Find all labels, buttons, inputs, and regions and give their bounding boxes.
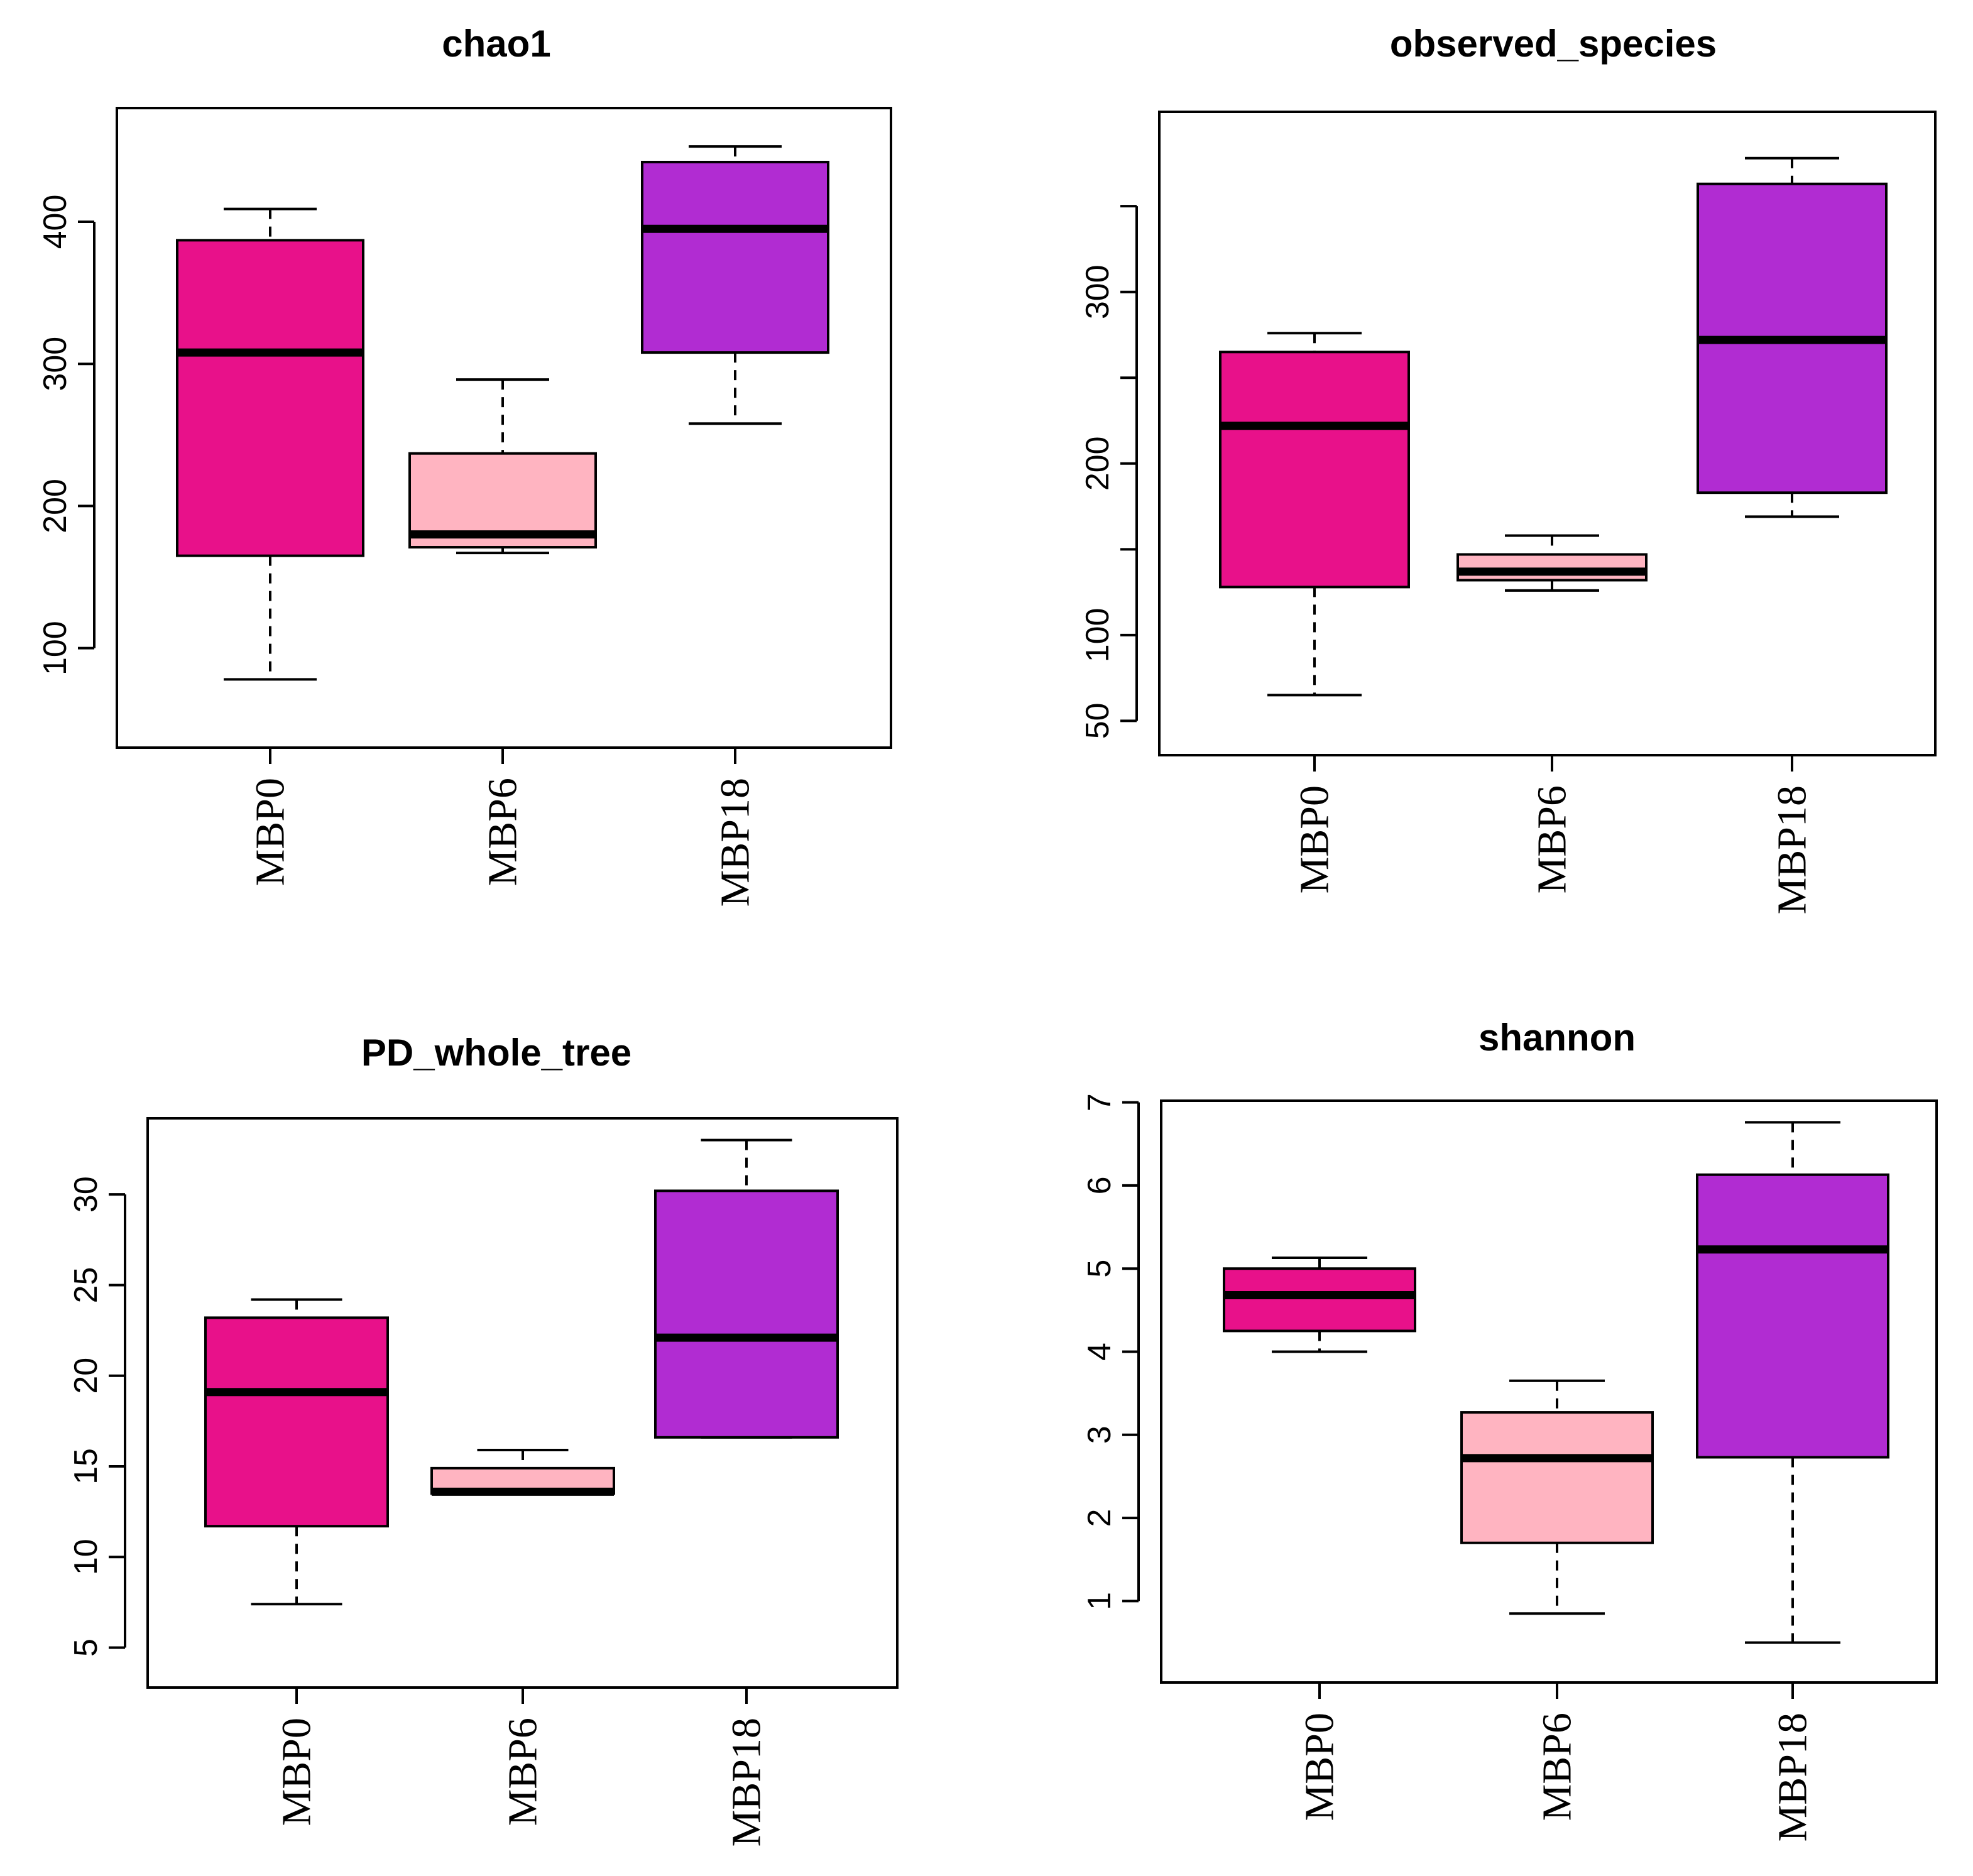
x-tick-label: MBP18 [1769,785,1815,914]
y-tick-label: 200 [1079,436,1116,491]
box-group-mbp6 [408,378,597,555]
box-group-mbp18 [641,145,829,425]
x-tick-label: MBP18 [724,1718,770,1846]
chart-panel-chao1: chao1 100 200 300 400 MBP0 MBP6 MBP18 [37,23,892,907]
x-tick-label: MBP0 [274,1718,320,1826]
y-tick-label: 3 [1081,1426,1118,1444]
iqr-box [204,1316,389,1528]
y-tick-label: 2 [1081,1509,1118,1527]
box-group-mbp0 [1219,332,1410,697]
y-tick-label: 50 [1079,702,1116,739]
chart-panel-pd-whole-tree: PD_whole_tree 5 10 15 20 25 30 MBP0 MBP6 MBP18 [68,1032,899,1846]
x-tick-label: MBP6 [500,1718,546,1826]
y-tick-label: 1 [1081,1592,1118,1610]
x-tick-label: MBP0 [1292,785,1338,893]
y-tick-label: 10 [68,1539,104,1575]
x-tick-label: MBP6 [480,778,526,886]
y-tick-label: 4 [1081,1343,1118,1361]
box-group-mbp6 [1457,534,1648,592]
box-group-mbp18 [1697,156,1888,518]
y-tick-label: 7 [1081,1093,1118,1111]
y-tick-label: 25 [68,1267,104,1304]
plot-frame [1160,1099,1938,1684]
iqr-box [641,160,829,354]
iqr-box [654,1189,839,1439]
iqr-box [1696,1173,1889,1459]
chart-title: shannon [1478,1017,1636,1059]
y-tick-label: 100 [37,621,74,675]
iqr-box [1223,1267,1416,1333]
chart-title: chao1 [442,23,550,65]
chart-title: PD_whole_tree [361,1032,631,1074]
box-group-mbp6 [430,1449,615,1496]
iqr-box [1219,351,1410,589]
x-tick-label: MBP18 [713,778,758,907]
box-group-mbp0 [1223,1257,1416,1353]
y-tick-label: 20 [68,1358,104,1394]
box-group-mbp18 [1696,1121,1889,1644]
y-tick-label: 15 [68,1448,104,1485]
y-tick-label: 30 [68,1176,104,1213]
iqr-box [1460,1411,1654,1544]
box-group-mbp6 [1460,1379,1654,1615]
chart-panel-shannon: shannon 1 2 3 4 5 6 7 MBP0 MBP6 MBP18 [1081,1017,1938,1841]
y-tick-label: 200 [37,479,74,533]
plot-frame [1158,111,1937,756]
x-tick-label: MBP0 [1297,1713,1343,1821]
chart-panel-observed-species: observed_species 50 100 200 300 MBP0 MBP6 MBP18 [1079,23,1937,914]
x-tick-label: MBP6 [1529,785,1575,893]
x-tick-label: MBP18 [1770,1713,1816,1841]
y-tick-label: 6 [1081,1176,1118,1194]
y-tick-label: 300 [37,337,74,391]
y-tick-label: 5 [68,1639,104,1657]
iqr-box [1457,553,1648,582]
iqr-box [176,239,364,557]
x-tick-label: MBP6 [1534,1713,1580,1821]
x-tick-label: MBP0 [248,778,293,886]
y-tick-label: 400 [37,195,74,249]
box-group-mbp0 [176,207,364,681]
y-tick-label: 300 [1079,264,1116,319]
chart-title: observed_species [1390,23,1717,65]
box-group-mbp18 [654,1138,839,1439]
y-tick-label: 100 [1079,608,1116,662]
box-group-mbp0 [204,1298,389,1606]
y-tick-label: 5 [1081,1260,1118,1278]
